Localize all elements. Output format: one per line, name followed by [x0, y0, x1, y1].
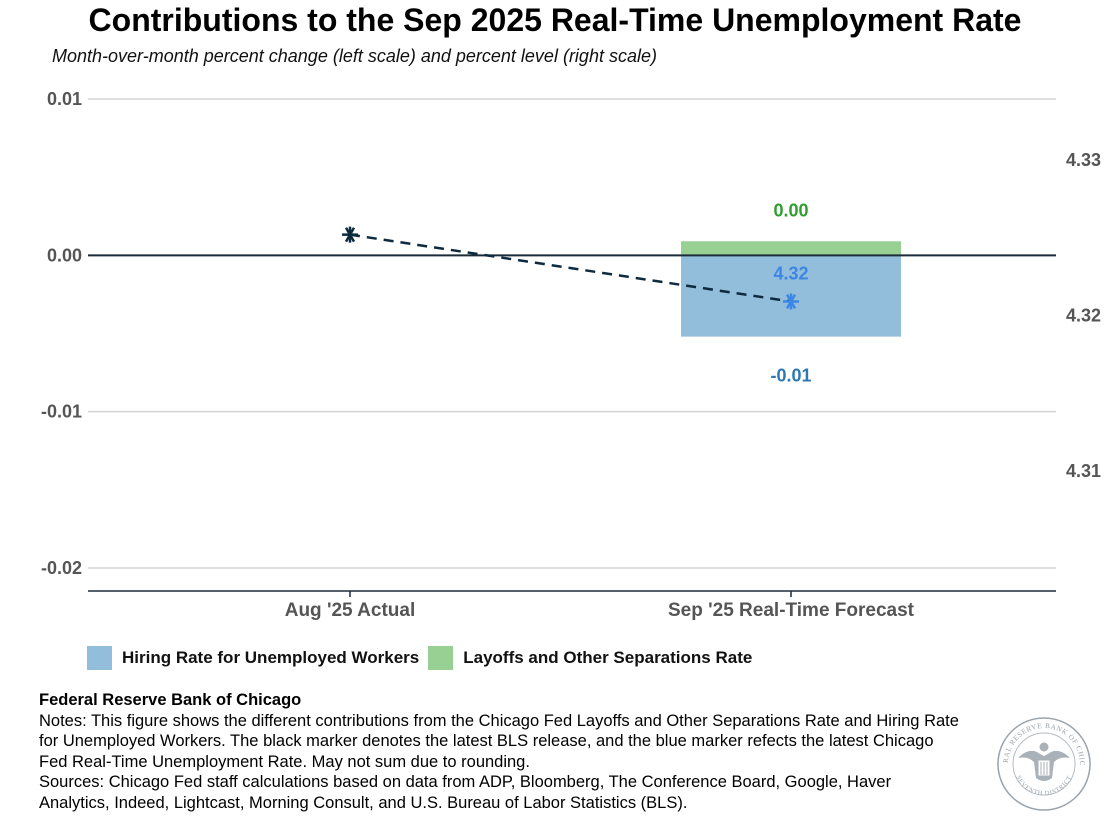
axes: 0.01 0.00 -0.01 -0.02 4.33 4.32 4.31 Aug '25 Ac…: [41, 89, 1101, 621]
right-tick-label: 4.33: [1066, 150, 1101, 170]
actual-marker: [342, 226, 358, 243]
data-label-hiring: -0.01: [770, 366, 811, 386]
legend-swatch-hiring: [87, 646, 112, 670]
legend: Hiring Rate for Unemployed Workers Layof…: [87, 646, 761, 670]
federal-reserve-seal-logo: FEDERAL RESERVE BANK OF CHICAGO SEVENTH …: [996, 716, 1091, 811]
legend-item-layoffs: Layoffs and Other Separations Rate: [428, 646, 752, 670]
realtime-marker: [783, 293, 799, 310]
gridlines: [88, 98, 1056, 569]
chart-subtitle: Month-over-month percent change (left sc…: [52, 46, 657, 66]
x-tick-label: Aug '25 Actual: [285, 600, 416, 621]
legend-swatch-layoffs: [428, 646, 454, 670]
contributions-chart: 0.01 0.00 -0.01 -0.02 4.33 4.32 4.31 Aug '25 Ac…: [41, 89, 1101, 621]
footer: Federal Reserve Bank of Chicago Notes: T…: [39, 690, 959, 813]
left-tick-label: 0.01: [47, 89, 82, 109]
footer-sources: Sources: Chicago Fed staff calculations …: [39, 773, 892, 812]
footer-org: Federal Reserve Bank of Chicago: [39, 691, 302, 709]
right-tick-label: 4.31: [1066, 461, 1101, 481]
chart-title: Contributions to the Sep 2025 Real-Time …: [88, 2, 1022, 38]
legend-label-hiring: Hiring Rate for Unemployed Workers: [122, 648, 420, 667]
legend-item-hiring: Hiring Rate for Unemployed Workers: [87, 646, 419, 670]
footer-notes: Notes: This figure shows the different c…: [39, 711, 959, 771]
eagle-icon: [1018, 742, 1070, 781]
left-tick-label: -0.01: [41, 402, 82, 422]
rate-line: [342, 226, 799, 310]
legend-label-layoffs: Layoffs and Other Separations Rate: [463, 648, 753, 667]
x-tick-label: Sep '25 Real-Time Forecast: [668, 600, 915, 621]
rate-dashed-line: [349, 233, 792, 303]
right-tick-label: 4.32: [1066, 306, 1101, 326]
data-label-layoffs: 0.00: [773, 200, 808, 220]
left-tick-label: 0.00: [47, 245, 82, 265]
bar-layoffs: [681, 241, 901, 256]
data-labels: -0.01 0.00 4.32: [770, 200, 811, 385]
left-tick-label: -0.02: [41, 558, 82, 578]
data-label-rate: 4.32: [773, 264, 808, 284]
